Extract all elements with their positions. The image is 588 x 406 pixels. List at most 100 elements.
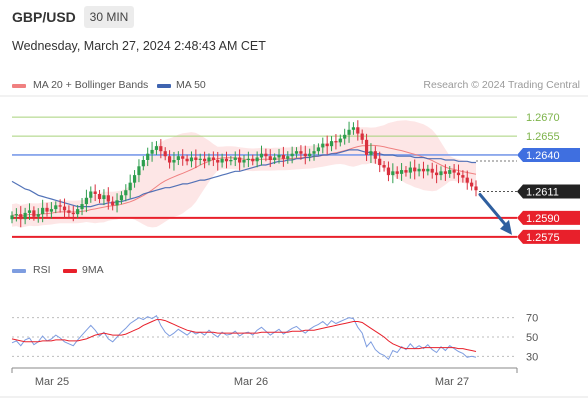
candle [132,170,137,188]
candle [220,153,224,168]
candle [128,174,132,199]
candle [203,151,207,169]
candle-body [54,205,58,210]
candle-body [452,170,456,173]
candle [395,166,399,179]
candle-body [294,151,299,154]
candle [194,149,198,169]
timeframe-badge[interactable]: 30 MIN [84,6,134,28]
candle-body [369,151,373,155]
candle [76,205,80,219]
forecast-arrow-head [500,219,512,235]
candle [233,151,237,167]
candle [45,202,49,217]
candle-body [364,139,369,155]
candle-body [93,191,97,194]
candle-body [36,214,40,217]
candle-body [242,160,246,163]
candle [448,166,452,178]
candle [19,206,23,228]
candle [89,186,93,203]
level-label-1.2655: 1.2655 [526,131,560,143]
level-label-1.2590: 1.2590 [526,213,560,225]
candle [364,133,369,162]
level-badge-1.2575 [517,229,580,244]
symbol-title: GBP/USD [12,9,76,25]
candle [268,149,272,168]
ma20-swatch [12,84,26,88]
candle [426,164,430,176]
candle-body [84,197,89,205]
candle [159,139,163,159]
candle-body [45,207,49,212]
candle [369,143,373,164]
candle-body [273,157,277,160]
candle [141,155,145,171]
candle-body [303,153,307,157]
candle-body [325,143,329,147]
candle [360,129,364,144]
candle [413,159,417,180]
candle [80,198,84,216]
candle [303,145,307,165]
candle-body [233,157,237,160]
candle [347,121,351,143]
candle [198,153,202,166]
candle [238,149,242,171]
candle-body [395,171,399,174]
candle [378,151,382,173]
forecast-arrow-shaft [478,192,510,230]
candle [58,199,62,213]
legend-rsi-label: RSI [33,264,51,276]
candle [435,164,439,184]
candle [93,184,97,202]
candle [351,122,356,135]
candle [325,135,329,155]
candle [23,207,27,225]
candle [137,159,141,183]
candle-body [373,151,377,159]
candle-body [356,127,360,134]
candle [439,166,443,181]
candle-body [417,168,421,172]
candle-body [220,158,224,163]
candle [391,163,395,184]
candle-body [399,170,404,174]
candle-body [89,191,93,198]
candle [146,147,150,167]
candle-body [80,204,84,210]
candle [321,137,325,154]
candle [211,151,215,167]
candle [167,150,172,169]
candle-body [207,157,211,162]
candle-body [268,156,272,160]
candle-body [474,186,478,191]
candle [111,196,115,211]
candle-body [408,167,412,173]
candle-body [338,138,342,143]
candle-body [312,151,316,154]
candle [404,166,408,177]
candle [154,141,159,155]
level-badge-1.2590 [517,210,580,225]
candle [119,191,124,205]
candle-body [10,215,14,220]
candle-body [448,170,452,174]
x-tick-mar-27: Mar 27 [435,376,469,388]
candle-body [343,134,347,139]
candle [62,198,67,219]
legend-rsi-ma-label: 9MA [82,264,104,276]
candle-body [132,175,137,183]
candle-body [286,156,290,159]
candle-body [181,156,185,159]
rsi-tick-50: 50 [526,332,538,344]
candle-body [167,156,172,163]
candle-body [443,171,447,174]
candle [176,151,180,166]
candle [32,206,36,221]
ma50-swatch [157,84,171,88]
candle [356,120,360,141]
candle [150,141,154,162]
level-badge-1.2640 [517,147,580,162]
candle [386,161,391,182]
